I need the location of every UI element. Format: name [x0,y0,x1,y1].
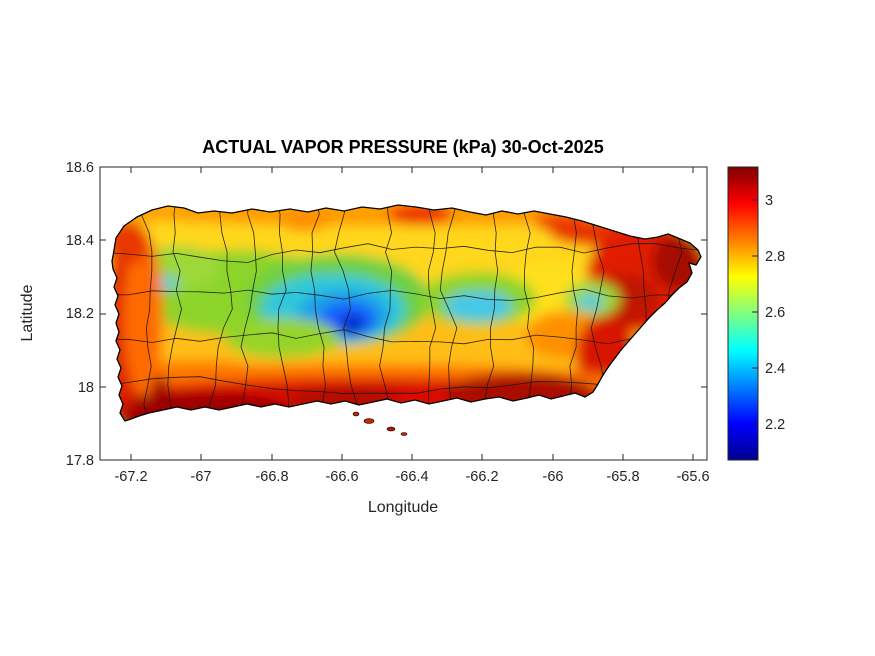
y-tick-label: 17.8 [66,453,94,469]
colorbar [727,166,759,461]
colorbar-tick-label: 2.4 [765,361,785,377]
y-tick-label: 18.6 [66,160,94,176]
y-tick-label: 18 [78,380,94,396]
x-axis-label: Longitude [368,499,438,516]
axis-ticks [100,167,707,460]
x-tick-label: -66 [543,469,564,485]
colorbar-tick-label: 2.8 [765,249,785,265]
colorbar-tick-label: 3 [765,193,773,209]
x-tick-label: -66.8 [255,469,288,485]
colorbar-ticks [752,199,758,425]
x-tick-label: -66.4 [395,469,428,485]
y-axis-label: Latitude [19,284,36,341]
x-tick-label: -65.6 [676,469,709,485]
x-tick-label: -65.8 [606,469,639,485]
x-tick-label: -66.6 [325,469,358,485]
y-tick-label: 18.2 [66,306,94,322]
x-tick-label: -67.2 [114,469,147,485]
x-tick-label: -67 [191,469,212,485]
colorbar-tick-label: 2.2 [765,417,785,433]
colorbar-tick-label: 2.6 [765,305,785,321]
offshore-cays [352,411,408,436]
x-tick-label: -66.2 [465,469,498,485]
y-tick-label: 18.4 [66,233,94,249]
chart-title: ACTUAL VAPOR PRESSURE (kPa) 30-Oct-2025 [202,137,603,157]
